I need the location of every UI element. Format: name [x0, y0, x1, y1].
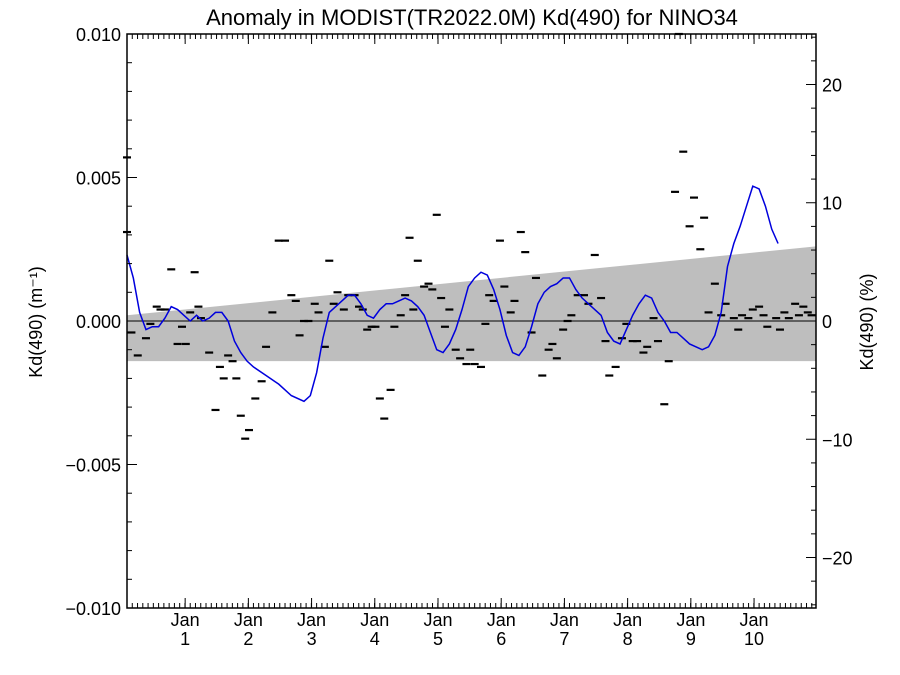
x-tick-label-year: 4 [370, 629, 380, 649]
x-tick-label-year: 2 [243, 629, 253, 649]
x-tick-label-year: 1 [180, 629, 190, 649]
left-tick-label: 0.005 [76, 169, 121, 189]
x-tick-label-year: 3 [307, 629, 317, 649]
y-axis-label-right: Kd(490) (%) [857, 273, 877, 370]
right-tick-label: 0 [822, 312, 832, 332]
x-tick-label-month: Jan [550, 610, 579, 630]
left-tick-label: 0.000 [76, 312, 121, 332]
smoothed-line-layer [126, 185, 779, 403]
x-tick-label-year: 8 [623, 629, 633, 649]
right-axis: 20 10 0 −10 −20 [806, 36, 853, 606]
x-tick-label-month: Jan [234, 610, 263, 630]
uncertainty-band [127, 246, 816, 362]
x-tick-label-year: 10 [744, 629, 764, 649]
left-axis: 0.010 0.005 0.000 −0.005 −0.010 [65, 25, 137, 619]
right-tick-label: 20 [822, 75, 842, 95]
x-tick-label-year: 9 [686, 629, 696, 649]
band-layer [127, 246, 816, 362]
x-tick-label-month: Jan [297, 610, 326, 630]
x-tick-label-year: 7 [559, 629, 569, 649]
x-axis: Jan1Jan2Jan3Jan4Jan5Jan6Jan7Jan8Jan9Jan1… [126, 34, 813, 649]
chart-title: Anomaly in MODIST(TR2022.0M) Kd(490) for… [206, 5, 738, 30]
x-tick-label-month: Jan [360, 610, 389, 630]
left-tick-label: −0.010 [65, 599, 121, 619]
monthly-points-layer [123, 32, 816, 440]
right-tick-label: 10 [822, 194, 842, 214]
x-tick-label-year: 6 [496, 629, 506, 649]
left-tick-label: 0.010 [76, 25, 121, 45]
smoothed-series-line [126, 185, 779, 403]
x-tick-label-year: 5 [433, 629, 443, 649]
x-tick-label-month: Jan [171, 610, 200, 630]
right-tick-label: −10 [822, 430, 853, 450]
x-tick-label-month: Jan [423, 610, 452, 630]
y-axis-label-left: Kd(490) (m⁻¹) [26, 266, 46, 378]
right-tick-label: −20 [822, 549, 853, 569]
x-tick-label-month: Jan [487, 610, 516, 630]
x-tick-label-month: Jan [740, 610, 769, 630]
left-tick-label: −0.005 [65, 456, 121, 476]
x-tick-label-month: Jan [613, 610, 642, 630]
x-tick-label-month: Jan [676, 610, 705, 630]
